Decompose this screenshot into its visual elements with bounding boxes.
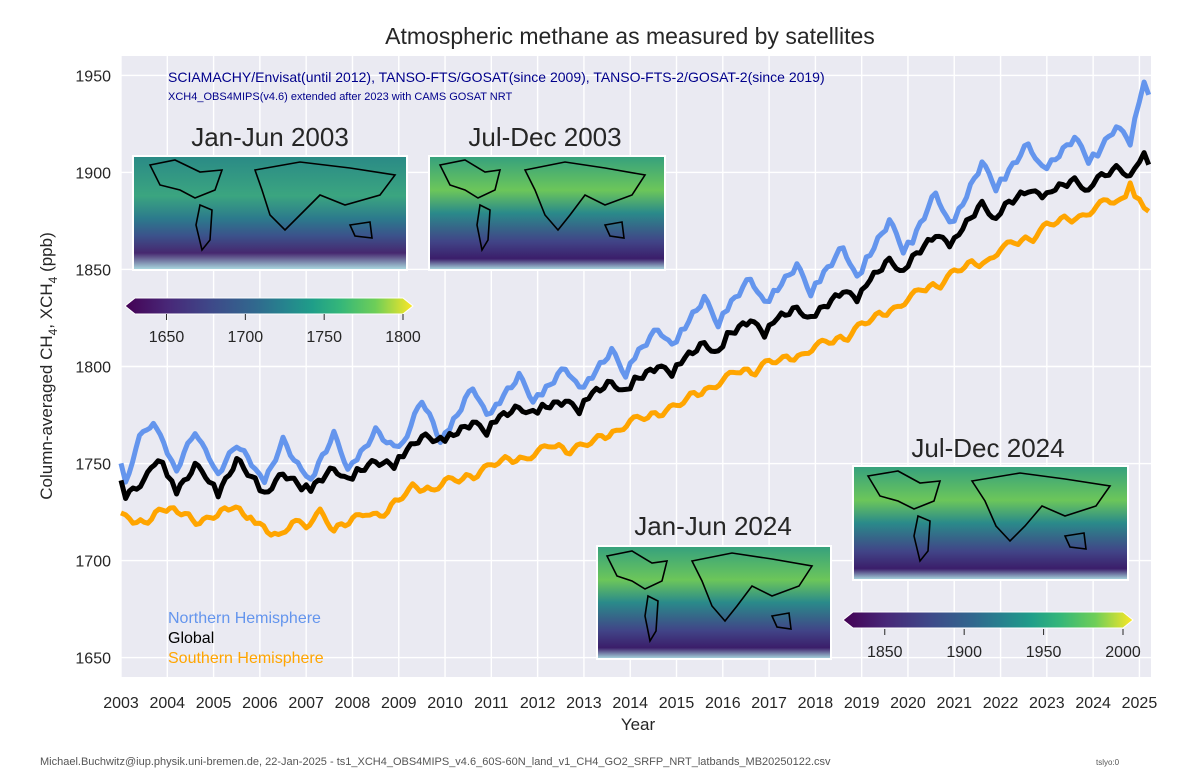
y-axis-label: Column-averaged CH4, XCH4 (ppb) (37, 232, 60, 500)
x-tick-label: 2008 (335, 695, 371, 712)
x-tick-label: 2003 (103, 695, 139, 712)
x-tick-label: 2017 (751, 695, 787, 712)
colorbar-2003: 1650 1700 1750 1800 (124, 297, 421, 346)
y-tick-label: 1650 (75, 651, 111, 668)
chart-subtitle: SCIAMACHY/Envisat(until 2012), TANSO-FTS… (168, 69, 825, 85)
colorbar-2024: 1850 1900 1950 2000 (842, 611, 1141, 661)
x-tick-label: 2006 (242, 695, 278, 712)
colorbar-tick-label: 1900 (946, 644, 982, 661)
x-axis-label: Year (621, 715, 656, 734)
series-line-southern-hemisphere (120, 180, 1151, 538)
footer-code: tslyo:0 (1096, 758, 1120, 767)
legend-item-global: Global (168, 630, 214, 647)
series-layer (118, 79, 1152, 538)
x-tick-label: 2009 (381, 695, 417, 712)
x-tick-label: 2023 (1029, 695, 1065, 712)
map-inset-jan-jun-2024: Jan-Jun 2024 (596, 511, 832, 660)
coastline (438, 159, 647, 253)
map-inset-jul-dec-2003: Jul-Dec 2003 (428, 122, 666, 271)
colorbar-tick-label: 1750 (306, 329, 342, 346)
y-tick-label: 1950 (75, 68, 111, 85)
footer-credit: Michael.Buchwitz@iup.physik.uni-bremen.d… (40, 756, 831, 768)
x-tick-label: 2016 (705, 695, 741, 712)
chart-title: Atmospheric methane as measured by satel… (385, 23, 875, 49)
map-inset-jul-dec-2024: Jul-Dec 2024 (852, 433, 1129, 581)
x-tick-label: 2025 (1122, 695, 1158, 712)
y-ticks: 1650 1700 1750 1800 1850 1900 1950 (75, 68, 111, 667)
x-tick-label: 2014 (612, 695, 648, 712)
y-tick-label: 1900 (75, 165, 111, 182)
map-label: Jul-Dec 2003 (468, 122, 621, 152)
x-tick-label: 2013 (566, 695, 602, 712)
map-image (596, 545, 832, 660)
x-tick-label: 2022 (983, 695, 1019, 712)
map-label: Jan-Jun 2024 (634, 511, 792, 541)
y-tick-label: 1800 (75, 360, 111, 377)
colorbar-tick-label: 1650 (149, 329, 185, 346)
y-tick-label: 1750 (75, 457, 111, 474)
y-tick-label: 1700 (75, 554, 111, 571)
legend-item-northern: Northern Hemisphere (168, 610, 321, 627)
colorbar-tick-label: 1800 (385, 329, 421, 346)
x-tick-label: 2018 (798, 695, 834, 712)
series-line-global (118, 150, 1152, 501)
colorbar-tick-label: 2000 (1105, 644, 1141, 661)
x-tick-label: 2011 (474, 695, 509, 712)
colorbar-tick-label: 1700 (228, 329, 264, 346)
legend: Northern Hemisphere Global Southern Hemi… (168, 610, 324, 667)
y-tick-label: 1850 (75, 262, 111, 279)
map-image (428, 155, 666, 271)
x-tick-label: 2005 (196, 695, 232, 712)
map-label: Jan-Jun 2003 (191, 122, 349, 152)
colorbar-tick-label: 1950 (1026, 644, 1062, 661)
legend-item-southern: Southern Hemisphere (168, 650, 324, 667)
x-tick-label: 2015 (659, 695, 695, 712)
map-inset-jan-jun-2003: Jan-Jun 2003 (132, 122, 408, 271)
x-tick-label: 2004 (149, 695, 185, 712)
coastline (605, 550, 814, 644)
colorbar-tick-label: 1850 (867, 644, 903, 661)
x-tick-label: 2012 (520, 695, 556, 712)
x-tick-label: 2024 (1075, 695, 1111, 712)
chart-subtitle-2: XCH4_OBS4MIPS(v4.6) extended after 2023 … (168, 91, 512, 103)
coastline (148, 159, 397, 252)
colorbar-gradient (124, 297, 414, 315)
x-tick-label: 2020 (890, 695, 926, 712)
x-ticks: 2003 2004 2005 2006 2007 2008 2009 2010 2011 2012… (103, 695, 1157, 712)
series-line-northern-hemisphere (118, 79, 1152, 486)
x-tick-label: 2019 (844, 695, 880, 712)
x-tick-label: 2021 (936, 695, 972, 712)
map-label: Jul-Dec 2024 (911, 433, 1064, 463)
colorbar-gradient (842, 611, 1134, 629)
coastline (866, 470, 1112, 563)
x-tick-label: 2010 (427, 695, 463, 712)
x-tick-label: 2007 (288, 695, 324, 712)
map-image (852, 465, 1129, 581)
